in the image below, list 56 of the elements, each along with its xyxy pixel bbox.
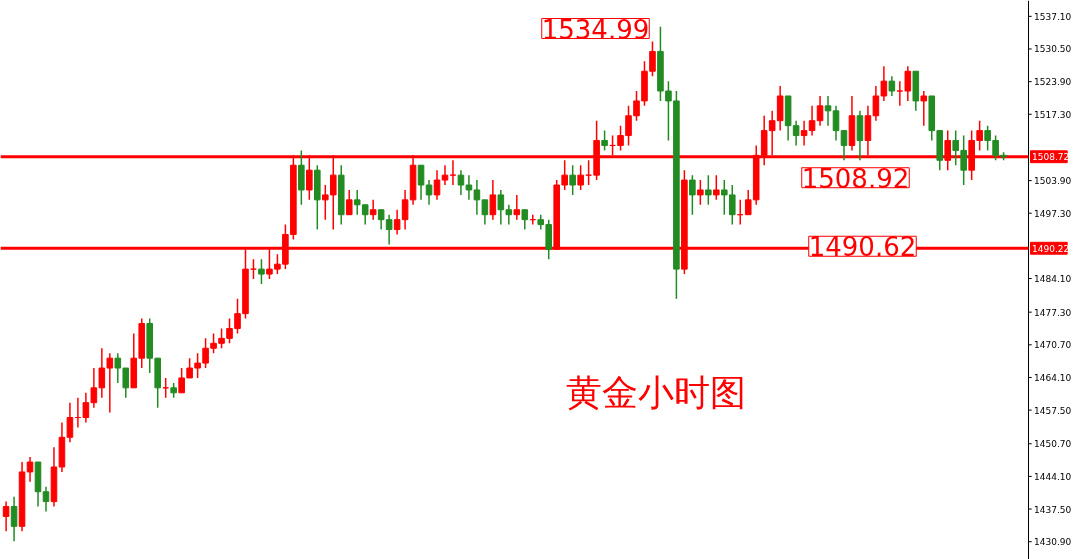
candlestick (345, 189, 353, 216)
y-tick-label: 1477.30 (1034, 307, 1072, 318)
ref-line-label: 1490.22 (1032, 243, 1070, 254)
candlestick (42, 486, 50, 513)
candlestick (449, 159, 457, 186)
candlestick (824, 95, 832, 127)
ref-line-label: 1508.72 (1032, 152, 1070, 163)
candlestick (808, 105, 816, 137)
candlestick (920, 90, 928, 127)
candlestick (577, 164, 584, 191)
candlestick (816, 95, 824, 127)
candlestick (601, 129, 608, 152)
candlestick (713, 174, 720, 201)
y-tick-label: 1464.10 (1034, 372, 1072, 383)
y-tick-label: 1430.90 (1034, 537, 1072, 548)
candlestick (393, 209, 401, 236)
candlestick (832, 105, 840, 142)
y-tick-label: 1530.50 (1034, 44, 1072, 55)
y-tick-label: 1437.50 (1034, 504, 1072, 515)
candlestick (489, 179, 497, 221)
candlestick (258, 258, 265, 285)
candlestick (497, 189, 505, 226)
y-tick-label: 1457.50 (1034, 405, 1072, 416)
candlestick (26, 456, 34, 483)
candlestick (888, 75, 896, 97)
y-tick-label: 1517.30 (1034, 109, 1072, 120)
y-tick-label: 1444.10 (1034, 471, 1072, 482)
candlestick (513, 194, 521, 221)
candlestick (250, 258, 257, 280)
candlestick (569, 164, 576, 196)
candlestick (66, 401, 74, 444)
candlestick (840, 129, 848, 162)
y-tick-label: 1470.70 (1034, 340, 1072, 351)
candlestick (705, 174, 712, 206)
y-tick-label: 1503.90 (1034, 176, 1072, 187)
candlestick (10, 495, 18, 542)
annotation: 1508.92 (801, 163, 910, 194)
candlestick (441, 164, 449, 186)
y-tick-label: 1484.10 (1034, 274, 1072, 285)
candlestick (521, 209, 529, 231)
candlestick (585, 159, 592, 186)
annotation: 1490.62 (808, 232, 917, 263)
candlestick (369, 199, 377, 221)
candlestick (800, 119, 808, 147)
candlestick (433, 169, 441, 201)
candlestick (689, 174, 696, 216)
candlestick (697, 179, 704, 206)
y-tick-label: 1537.10 (1034, 11, 1072, 22)
y-tick-label: 1523.90 (1034, 77, 1072, 88)
candlestick (417, 164, 425, 201)
y-tick-label: 1450.70 (1034, 439, 1072, 450)
candlestick (505, 204, 513, 226)
candlestick (425, 179, 433, 206)
candlestick (2, 500, 10, 533)
annotation: 黄金小时图 (565, 372, 746, 413)
y-tick-label: 1497.30 (1034, 208, 1072, 219)
